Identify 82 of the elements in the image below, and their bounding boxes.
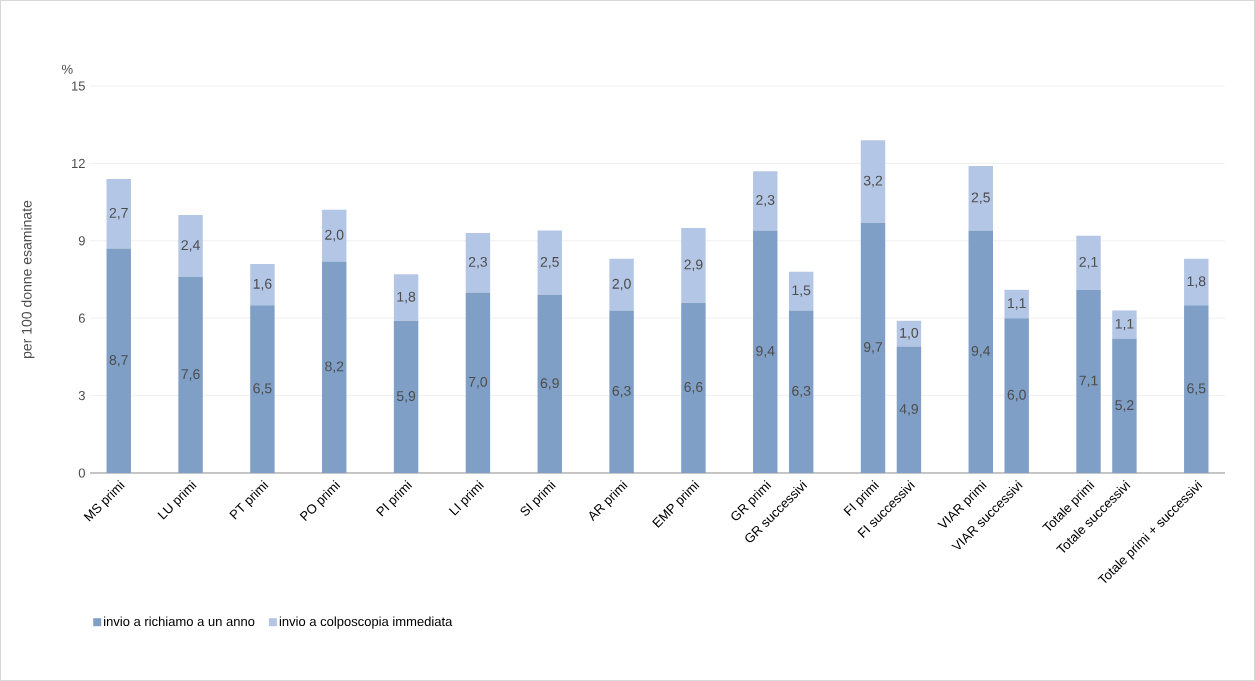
bar (322, 261, 347, 473)
data-label: 6,5 (253, 383, 272, 395)
data-label: 1,0 (900, 327, 919, 340)
data-label: 2,3 (468, 256, 488, 269)
bar (753, 230, 778, 473)
text: % (61, 64, 73, 74)
data-label: 1,8 (1187, 276, 1206, 288)
bar (1004, 289, 1029, 319)
bar (537, 230, 562, 295)
data-label: 1,1 (1115, 318, 1134, 331)
data-label: 6,3 (612, 385, 631, 398)
bar (106, 178, 131, 249)
data-label: 2,4 (181, 240, 200, 252)
bar (896, 320, 922, 347)
data-label: 9,7 (863, 342, 883, 354)
legend-label: invio a colposcopia immediata (279, 616, 453, 629)
data-label: 8,2 (325, 361, 344, 373)
bar (1076, 289, 1101, 473)
bar (860, 222, 886, 473)
data-label: 1,5 (792, 285, 811, 297)
y-tick-label: 3 (78, 390, 85, 401)
bar (609, 310, 634, 473)
bar (681, 227, 706, 303)
y-tick-label: 9 (78, 236, 85, 246)
data-label: 2,0 (325, 229, 344, 242)
bar (537, 294, 562, 473)
bar (178, 215, 203, 277)
data-label: 7,6 (181, 369, 200, 381)
y-tick-label: 0 (78, 468, 85, 478)
data-label: 1,6 (253, 278, 272, 291)
data-label: 4,9 (899, 403, 918, 416)
y-tick-label: 6 (78, 313, 85, 323)
bar (106, 248, 131, 473)
bar (788, 271, 814, 311)
data-label: 2,5 (540, 256, 559, 269)
data-label: 6,5 (1187, 383, 1206, 395)
data-label: 2,1 (1079, 256, 1098, 269)
bar (465, 233, 491, 293)
legend-label: invio a richiamo a un anno (104, 616, 255, 627)
data-label: 3,2 (863, 175, 883, 188)
bar (322, 209, 347, 262)
data-label: 2,0 (612, 278, 631, 291)
y-tick-label: 12 (72, 158, 85, 168)
data-label: 8,7 (109, 354, 128, 367)
data-label: 6,6 (684, 382, 703, 394)
data-label: 9,4 (756, 345, 775, 358)
data-label: 9,4 (971, 345, 991, 358)
y-axis-title: per 100 donne esaminate (21, 200, 35, 358)
data-label: 2,9 (684, 259, 703, 272)
bar (609, 258, 634, 311)
data-label: 6,3 (792, 385, 811, 398)
data-label: 6,0 (1007, 389, 1026, 402)
data-label: 5,2 (1115, 400, 1134, 412)
bar (393, 274, 419, 321)
bar (250, 264, 275, 306)
bar (1004, 318, 1029, 473)
data-label: 1,1 (1008, 298, 1026, 310)
bar (860, 140, 886, 223)
data-label: 7,0 (468, 376, 488, 389)
bar (968, 230, 993, 473)
bar (250, 305, 275, 473)
bar (681, 302, 706, 473)
bar (1112, 310, 1137, 339)
data-label: 6,9 (540, 378, 559, 390)
data-label: 2,3 (756, 195, 775, 207)
bar (465, 292, 491, 473)
bar (1076, 235, 1101, 290)
bar (753, 171, 778, 231)
data-label: 7,1 (1079, 375, 1098, 388)
bar (896, 346, 922, 473)
bar (1184, 305, 1209, 473)
bar (788, 310, 814, 473)
data-label: 2,5 (971, 192, 990, 205)
y-tick-label: 15 (72, 81, 85, 91)
bar (968, 165, 993, 231)
bar (178, 276, 203, 473)
data-label: 1,8 (397, 291, 416, 304)
bar (1112, 338, 1137, 473)
bar (393, 320, 419, 473)
bar (1184, 258, 1209, 306)
data-label: 5,9 (396, 391, 416, 403)
data-label: 2,7 (109, 207, 128, 220)
